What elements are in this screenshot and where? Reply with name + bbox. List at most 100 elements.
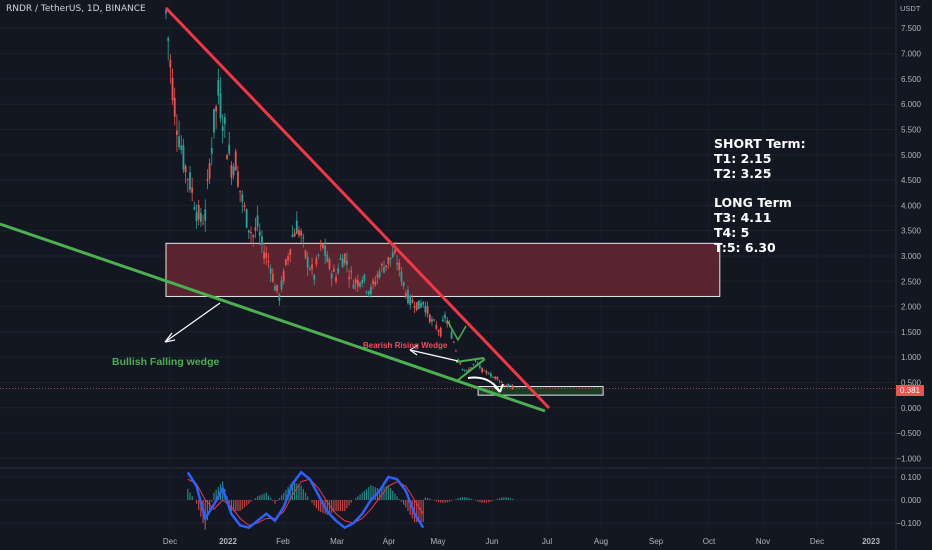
candle-body <box>324 245 327 256</box>
candle-body <box>265 253 268 258</box>
candle-body <box>489 373 492 377</box>
last-price-tag: 0.381 <box>896 385 924 396</box>
candle-body <box>287 256 289 261</box>
price-tick-label: −1.000 <box>896 454 921 463</box>
candle-body <box>407 290 409 304</box>
candle-body <box>306 257 309 268</box>
candle-body <box>343 253 346 264</box>
resistance-trendline <box>164 6 551 410</box>
candle-body <box>302 237 305 239</box>
candle-body <box>269 268 272 274</box>
candle-body <box>424 305 427 313</box>
target-t2: T2: 3.25 <box>714 166 772 181</box>
target-t3: T3: 4.11 <box>714 210 772 225</box>
candle-body <box>354 279 357 284</box>
price-tick-label: 5.500 <box>901 125 922 134</box>
price-tick-label: 1.500 <box>901 328 922 337</box>
candle-body <box>339 258 342 260</box>
candle-body <box>263 252 265 259</box>
candle-body <box>217 80 220 96</box>
candle-body <box>243 205 246 208</box>
candle-body <box>184 166 187 173</box>
candle-body <box>221 126 224 132</box>
candle-body <box>191 187 194 193</box>
price-tick-label: −0.500 <box>896 429 921 438</box>
candle-body <box>398 262 401 271</box>
candle-body <box>363 274 366 281</box>
candle-body <box>413 306 416 308</box>
candle-body <box>450 331 453 339</box>
candle-body <box>441 319 444 322</box>
candle-body <box>204 209 207 221</box>
candle-body <box>500 382 503 384</box>
candle-body <box>300 230 303 236</box>
candle-body <box>304 250 307 258</box>
price-tick-label: 1.000 <box>901 353 922 362</box>
candle-body <box>350 270 353 273</box>
targets-note: SHORT Term: T1: 2.15 T2: 3.25 LONG Term … <box>714 136 806 255</box>
candle-body <box>223 117 226 125</box>
candle-body <box>193 207 196 210</box>
candle-body <box>465 370 468 372</box>
candle-body <box>199 212 202 222</box>
candle-body <box>415 302 418 311</box>
candle-body <box>254 227 257 231</box>
target-t5: T:5: 6.30 <box>714 240 776 255</box>
candle-body <box>237 171 239 187</box>
candle-body <box>239 190 242 193</box>
candle-body <box>319 244 322 247</box>
candle-body <box>505 385 507 387</box>
candle-body <box>494 376 497 379</box>
candle-body <box>295 220 298 234</box>
candle-body <box>169 59 172 68</box>
price-tick-label: 6.500 <box>901 75 922 84</box>
bullish-arrow <box>164 302 221 343</box>
candle-body <box>210 148 213 154</box>
target-t1: T1: 2.15 <box>714 151 772 166</box>
candle-body <box>498 380 501 382</box>
price-tick-label: 7.500 <box>901 24 922 33</box>
candle-body <box>367 291 370 295</box>
candle-body <box>165 10 167 14</box>
price-tick-label: 3.500 <box>901 227 922 236</box>
time-tick-label: Nov <box>756 537 770 546</box>
candle-body <box>219 93 222 118</box>
long-term-title: LONG Term <box>714 195 792 210</box>
osc-tick-label: −0.100 <box>896 519 921 528</box>
drop-arrow-head <box>493 383 504 393</box>
candle-body <box>511 385 514 390</box>
candle-body <box>487 373 490 375</box>
candle-body <box>483 370 486 372</box>
time-tick-label: Jul <box>542 537 552 546</box>
rising-wedge-lower <box>457 358 486 381</box>
candles <box>165 7 514 390</box>
candle-body <box>182 145 185 170</box>
candle-body <box>282 271 285 282</box>
candle-body <box>372 280 374 284</box>
candle-body <box>457 359 460 361</box>
candle-body <box>186 179 189 180</box>
candle-body <box>228 144 231 154</box>
price-tick-label: 5.000 <box>901 151 922 160</box>
candle-body <box>202 223 204 225</box>
time-tick-label: Dec <box>810 537 824 546</box>
candle-body <box>178 136 180 147</box>
time-tick-label: 2022 <box>219 537 237 546</box>
candle-body <box>387 257 390 265</box>
candle-body <box>437 330 440 332</box>
candle-body <box>208 163 211 179</box>
candle-body <box>383 266 385 273</box>
candle-body <box>173 97 176 117</box>
candle-body <box>446 321 449 324</box>
candle-body <box>485 371 488 374</box>
candle-body <box>361 280 364 284</box>
candle-body <box>176 130 178 135</box>
price-tick-label: 6.000 <box>901 100 922 109</box>
candle-body <box>285 259 287 265</box>
price-tick-label: 4.000 <box>901 201 922 210</box>
candle-body <box>426 306 429 314</box>
rising-wedge-upper <box>455 357 485 363</box>
candle-body <box>289 249 292 256</box>
trendlines <box>0 6 551 413</box>
